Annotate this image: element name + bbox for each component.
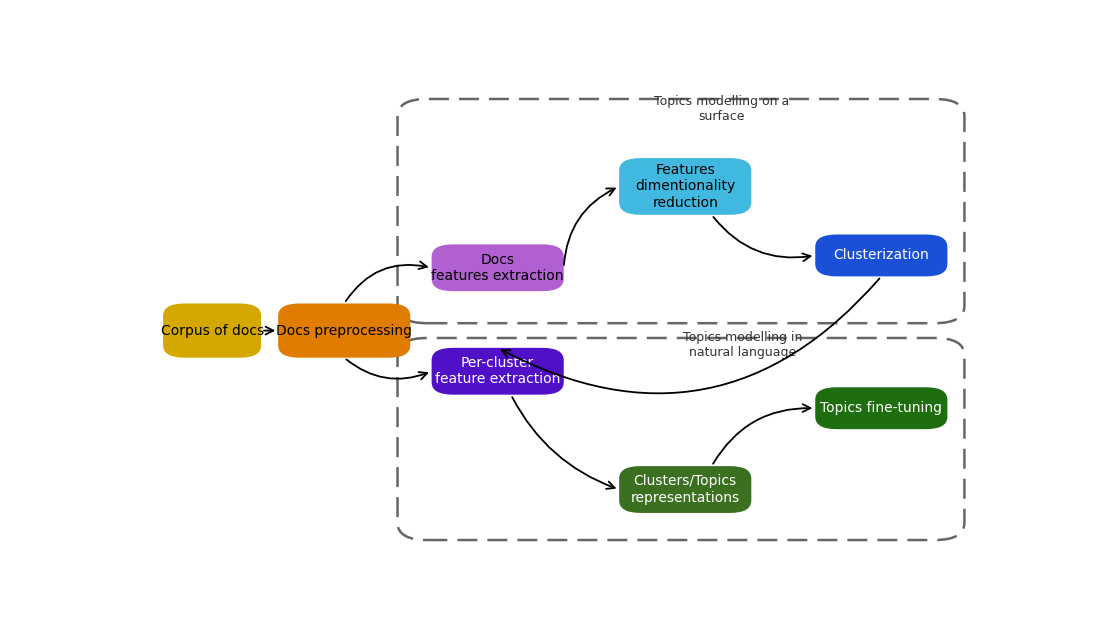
FancyBboxPatch shape xyxy=(431,348,563,395)
Text: Docs preprocessing: Docs preprocessing xyxy=(276,324,412,337)
Text: Topics modelling on a
surface: Topics modelling on a surface xyxy=(653,95,789,123)
Text: Docs
features extraction: Docs features extraction xyxy=(431,253,564,283)
FancyBboxPatch shape xyxy=(619,158,751,215)
FancyBboxPatch shape xyxy=(815,234,947,276)
Text: Per-cluster
feature extraction: Per-cluster feature extraction xyxy=(434,356,560,387)
Text: Features
dimentionality
reduction: Features dimentionality reduction xyxy=(635,163,736,210)
Text: Clusterization: Clusterization xyxy=(834,248,929,262)
FancyBboxPatch shape xyxy=(619,466,751,513)
Text: Topics fine-tuning: Topics fine-tuning xyxy=(821,401,943,415)
Text: Topics modelling in
natural language: Topics modelling in natural language xyxy=(683,332,803,360)
FancyBboxPatch shape xyxy=(278,303,410,358)
Text: Clusters/Topics
representations: Clusters/Topics representations xyxy=(630,474,740,504)
FancyBboxPatch shape xyxy=(163,303,261,358)
FancyBboxPatch shape xyxy=(815,387,947,429)
FancyBboxPatch shape xyxy=(431,244,563,291)
Text: Corpus of docs: Corpus of docs xyxy=(161,324,264,337)
